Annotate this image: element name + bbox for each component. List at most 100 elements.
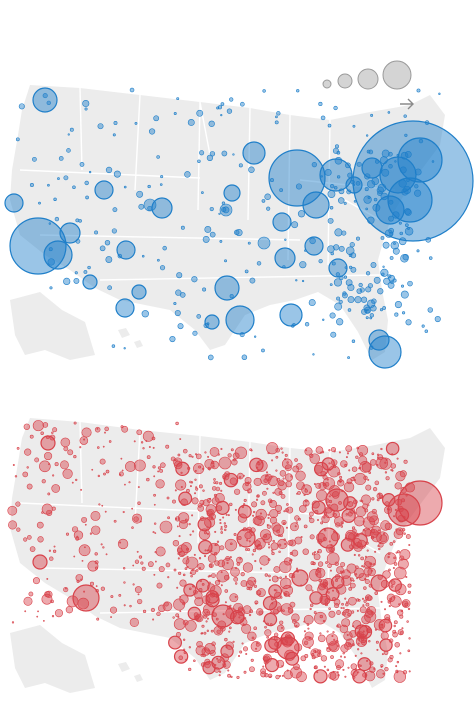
map-bubble — [216, 106, 220, 110]
map-bubble — [196, 640, 203, 648]
map-bubble — [219, 518, 222, 521]
map-bubble — [196, 314, 201, 319]
map-bubble — [156, 155, 160, 159]
map-bubble — [282, 265, 286, 269]
map-bubble — [326, 552, 340, 565]
map-bubble — [326, 630, 329, 633]
map-bubble — [354, 296, 362, 304]
map-bubble — [237, 504, 252, 519]
map-bubble — [359, 461, 372, 473]
map-bubble — [302, 484, 305, 487]
map-bubble — [178, 491, 193, 506]
size-legend-svg — [322, 60, 414, 110]
map-bubble — [53, 197, 57, 202]
map-bubble — [165, 562, 171, 568]
map-bubble — [37, 536, 44, 543]
map-bubble — [172, 616, 175, 619]
map-bubble — [157, 466, 161, 470]
map-bubble — [304, 322, 310, 327]
map-bubble — [198, 528, 211, 540]
map-bubble — [215, 486, 221, 492]
map-bubble — [155, 479, 165, 489]
map-bubble — [275, 115, 278, 119]
map-bubble — [94, 552, 98, 556]
map-bubble — [176, 586, 179, 589]
map-bubble — [380, 447, 383, 451]
map-bubble — [84, 180, 89, 186]
map-bubble — [36, 521, 44, 529]
map-bubble — [188, 587, 192, 591]
map-bubble — [434, 316, 441, 323]
map-bubble — [87, 265, 91, 270]
map-bubble — [400, 151, 409, 160]
map-bubble — [245, 653, 248, 656]
map-bubble — [45, 435, 50, 439]
map-bubble — [407, 590, 411, 594]
map-bubble — [327, 563, 332, 568]
map-bubble — [124, 483, 126, 486]
map-bubble — [215, 617, 219, 621]
map-bubble — [110, 616, 112, 618]
map-bubble — [369, 515, 379, 526]
map-bubble — [218, 579, 221, 583]
map-bubble — [348, 469, 351, 472]
map-bubble — [394, 508, 397, 512]
map-bubble — [240, 580, 248, 587]
map-bubble — [226, 561, 229, 565]
map-bubble — [143, 198, 157, 212]
map-bubble — [123, 185, 127, 189]
map-bubble — [182, 573, 186, 577]
map-bubble — [390, 468, 393, 472]
map-bubble — [183, 648, 186, 651]
map-bubble — [77, 597, 90, 610]
map-bubble — [342, 607, 345, 610]
map-bubble — [216, 540, 220, 543]
map-bubble — [338, 188, 345, 195]
map-bubble — [38, 201, 41, 205]
map-bubble — [153, 573, 156, 576]
map-bubble — [226, 108, 233, 114]
map-bubble — [157, 258, 160, 262]
map-bubble — [377, 288, 384, 295]
map-bubble — [352, 183, 355, 187]
map-bubble — [175, 421, 179, 426]
map-bubble — [117, 253, 123, 259]
map-bubble — [365, 316, 369, 320]
map-bubble — [331, 491, 340, 499]
map-bubble — [133, 516, 139, 522]
map-bubble — [303, 630, 306, 633]
map-bubble — [121, 425, 129, 433]
map-bubble — [147, 561, 154, 568]
map-bubble — [230, 542, 233, 546]
map-bubble — [245, 482, 249, 487]
map-bubble — [340, 562, 346, 568]
map-bubble — [262, 533, 273, 544]
map-bubble — [218, 212, 221, 215]
map-bubble — [295, 279, 298, 282]
map-bubble — [260, 671, 267, 678]
map-bubble — [129, 604, 132, 608]
map-bubble — [229, 556, 232, 559]
map-bubble — [347, 511, 353, 517]
map-bubble — [375, 456, 388, 470]
map-bubble — [294, 458, 298, 462]
map-bubble — [222, 613, 225, 616]
map-bubble — [75, 478, 78, 482]
map-bubble — [393, 562, 398, 566]
map-bubble — [83, 546, 86, 549]
map-bubble — [74, 271, 78, 275]
map-bubble — [324, 169, 332, 176]
map-bubble — [367, 180, 376, 189]
map-bubble — [177, 615, 180, 618]
map-bubble — [400, 254, 409, 263]
map-bubble — [167, 516, 170, 520]
map-bubble — [209, 206, 214, 212]
map-bubble — [352, 620, 362, 629]
map-bubble — [367, 504, 370, 507]
map-bubble — [406, 178, 410, 182]
map-bubble — [318, 101, 323, 107]
map-bubble — [230, 567, 240, 577]
map-bubble — [180, 471, 183, 474]
map-bubble — [405, 534, 411, 540]
map-bubble — [80, 578, 83, 581]
